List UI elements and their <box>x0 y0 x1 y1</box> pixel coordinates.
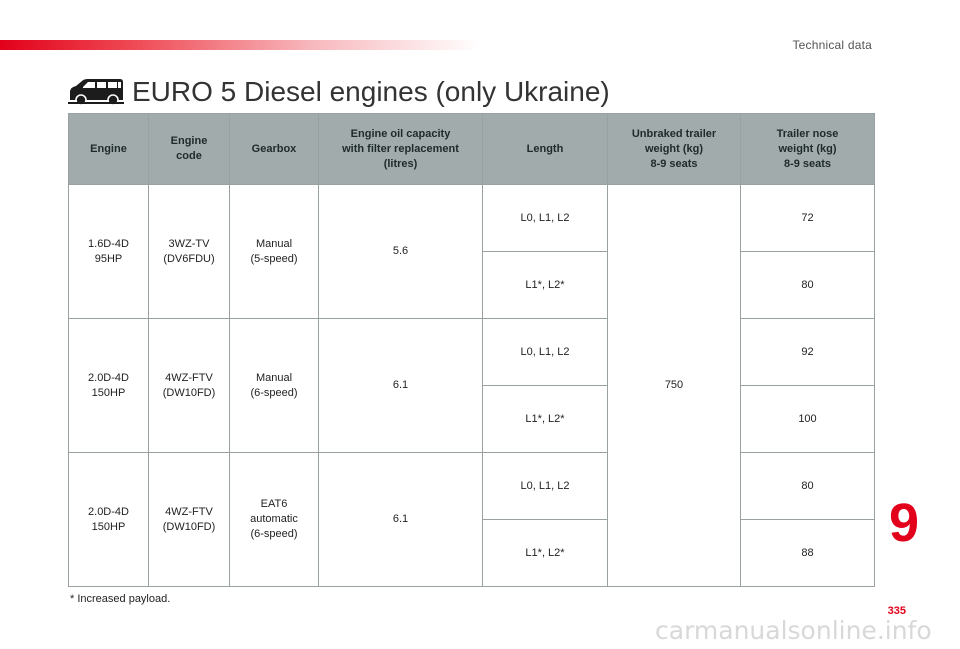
trailer-nose-weight-cell: 88 <box>740 519 875 587</box>
chapter-number: 9 <box>889 493 920 553</box>
table-row: L1*, L2* 80 <box>69 251 875 319</box>
length-cell: L0, L1, L2 <box>482 452 608 520</box>
column-header: Engine code <box>148 113 230 185</box>
trailer-nose-weight-cell: 80 <box>740 251 875 319</box>
column-header: Length <box>482 113 608 185</box>
engine-cell: 2.0D-4D 150HP <box>68 318 149 453</box>
table-header-row: Engine Engine code Gearbox Engine oil ca… <box>68 113 875 185</box>
gearbox-cell: Manual (6-speed) <box>229 318 319 453</box>
gearbox-cell: EAT6 automatic (6-speed) <box>229 452 319 587</box>
engine-cell: 1.6D-4D 95HP <box>68 184 149 319</box>
length-cell: L1*, L2* <box>482 251 608 319</box>
footnote: * Increased payload. <box>70 593 171 605</box>
engine-code-cell: 4WZ-FTV (DW10FD) <box>148 318 230 453</box>
engine-spec-table: Engine Engine code Gearbox Engine oil ca… <box>68 113 875 587</box>
engine-code-cell: 3WZ-TV (DV6FDU) <box>148 184 230 319</box>
oil-capacity-cell: 5.6 <box>318 184 483 319</box>
gearbox-cell: Manual (5-speed) <box>229 184 319 319</box>
page-title: EURO 5 Diesel engines (only Ukraine) <box>132 76 610 107</box>
column-header: Engine oil capacity with filter replacem… <box>318 113 483 185</box>
table-row: L1*, L2* 100 <box>69 385 875 453</box>
column-header: Engine <box>68 113 149 185</box>
watermark: carmanualsonline.info <box>655 616 932 645</box>
column-header: Trailer nose weight (kg) 8-9 seats <box>740 113 875 185</box>
unbraked-trailer-weight-cell: 750 <box>607 184 741 587</box>
page-number: 335 <box>887 605 906 617</box>
length-cell: L1*, L2* <box>482 385 608 453</box>
table-row: 1.6D-4D 95HP 3WZ-TV (DV6FDU) Manual (5-s… <box>68 184 875 587</box>
column-header: Unbraked trailer weight (kg) 8-9 seats <box>607 113 741 185</box>
column-header: Gearbox <box>229 113 319 185</box>
trailer-nose-weight-cell: 72 <box>740 184 875 252</box>
oil-capacity-cell: 6.1 <box>318 318 483 453</box>
length-cell: L0, L1, L2 <box>482 318 608 386</box>
engine-cell: 2.0D-4D 150HP <box>68 452 149 587</box>
table-row: 2.0D-4D 150HP 4WZ-FTV (DW10FD) EAT6 auto… <box>68 452 875 587</box>
trailer-nose-weight-cell: 80 <box>740 452 875 520</box>
trailer-nose-weight-cell: 92 <box>740 318 875 386</box>
title-row: EURO 5 Diesel engines (only Ukraine) <box>68 72 610 112</box>
engine-code-cell: 4WZ-FTV (DW10FD) <box>148 452 230 587</box>
trailer-nose-weight-cell: 100 <box>740 385 875 453</box>
section-label: Technical data <box>792 38 872 52</box>
oil-capacity-cell: 6.1 <box>318 452 483 587</box>
table-row: 2.0D-4D 150HP 4WZ-FTV (DW10FD) Manual (6… <box>68 318 875 453</box>
length-cell: L1*, L2* <box>482 519 608 587</box>
table-row: L1*, L2* 88 <box>69 519 875 587</box>
van-icon <box>68 79 124 106</box>
length-cell: L0, L1, L2 <box>482 184 608 252</box>
header-accent-bar <box>0 40 480 50</box>
